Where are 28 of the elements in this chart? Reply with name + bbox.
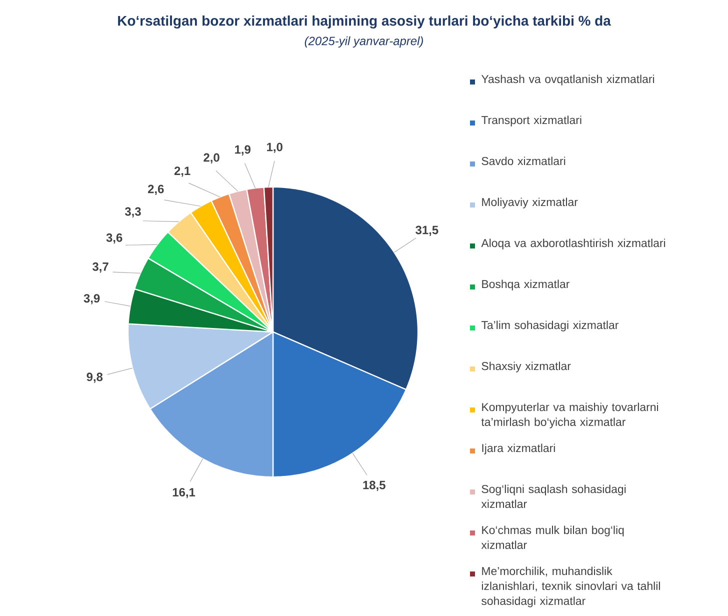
data-label: 1,0 [267, 142, 282, 153]
legend-label: Ta’lim sohasidagi xizmatlar [481, 320, 619, 332]
legend-label: Ijara xizmatlari [482, 444, 555, 454]
data-label: 3,3 [124, 207, 141, 218]
legend-label: Sog‘liqni saqlash sohasidagi xizmatlar [481, 484, 626, 508]
data-label: 3,7 [92, 262, 108, 273]
legend-label: Me’morchilik, muhandislik izlanishlari, texnik sinovlari va tahlil sohasidagi xizmatlar [482, 566, 660, 608]
data-label: 2,0 [204, 153, 220, 164]
chart-subtitle: (2025-yil yanvar-aprel) [304, 36, 423, 48]
data-label: 3,6 [106, 233, 122, 244]
data-label: 16,1 [172, 488, 196, 498]
legend-label: Yashash va ovqatlanish xizmatlari [481, 74, 654, 86]
legend-label: Shaxsiy xizmatlar [482, 362, 571, 372]
data-label: 3,9 [84, 294, 100, 304]
data-label: 1,9 [235, 145, 250, 156]
data-label: 2,6 [148, 184, 164, 195]
legend-label: Savdo xizmatlari [482, 156, 566, 166]
legend-label: Kompyuterlar va maishiy tovarlarni ta’mirlash bo‘yicha xizmatlar [481, 402, 658, 428]
legend-label: Aloqa va axborotlashtirish xizmatlari [481, 238, 666, 250]
legend-label: Transport xizmatlari [481, 116, 582, 126]
data-label: 9,8 [86, 372, 103, 383]
data-label: 31,5 [416, 226, 438, 236]
legend-label: Boshqa xizmatlar [482, 280, 570, 290]
legend-label: Ko‘chmas mulk bilan bog‘liq xizmatlar [481, 526, 624, 550]
data-label: 18,5 [363, 480, 386, 491]
data-label: 2,1 [174, 166, 190, 177]
legend-label: Moliyaviy xizmatlar [482, 198, 578, 208]
chart-title: Ko‘rsatilgan bozor xizmatlari hajmining asosiy turlari bo‘yicha tarkibi % da [118, 15, 611, 29]
